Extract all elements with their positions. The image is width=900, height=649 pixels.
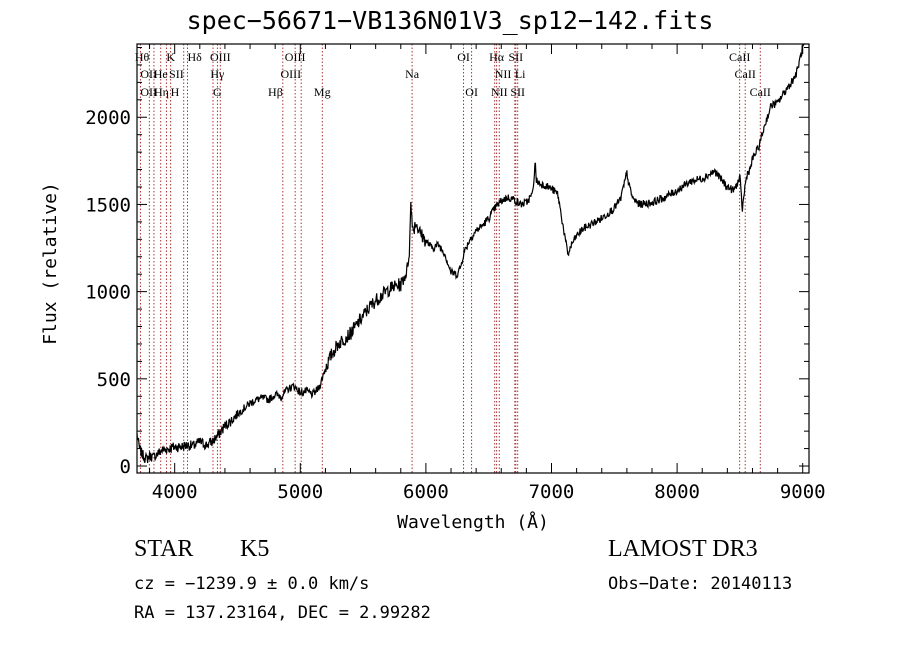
- line-label: CaII: [735, 67, 756, 81]
- y-tick-label: 2000: [85, 107, 131, 129]
- line-label: CaII: [750, 85, 771, 99]
- survey-name: LAMOST DR3: [608, 536, 758, 562]
- line-label: Hα: [489, 50, 505, 64]
- line-label: Hη: [154, 85, 169, 99]
- y-tick-label: 500: [97, 369, 131, 391]
- line-label: He: [154, 67, 168, 81]
- x-axis-label: Wavelength (Å): [397, 511, 549, 533]
- x-tick-label: 4000: [152, 481, 198, 503]
- line-label: Li: [515, 67, 526, 81]
- line-label: OII: [140, 85, 157, 99]
- line-label: NII: [495, 67, 512, 81]
- object-subclass: K5: [240, 536, 270, 562]
- y-tick-label: 1000: [85, 282, 131, 304]
- line-label: Na: [405, 67, 420, 81]
- chart-title: spec−56671−VB136N01V3_sp12−142.fits: [186, 6, 714, 35]
- line-label: OI: [457, 50, 470, 64]
- line-label: OI: [465, 85, 478, 99]
- redshift-cz: cz = −1239.9 ± 0.0 km/s: [134, 574, 370, 594]
- plot-frame: [136, 43, 810, 474]
- line-label: G: [213, 85, 222, 99]
- line-label: CaII: [729, 50, 750, 64]
- x-tick-label: 8000: [654, 481, 700, 503]
- line-label: Hδ: [187, 50, 202, 64]
- y-tick-label: 1500: [85, 194, 131, 216]
- x-tick-label: 6000: [403, 481, 449, 503]
- line-label: Hγ: [210, 67, 225, 81]
- ra-dec: RA = 137.23164, DEC = 2.99282: [134, 603, 431, 623]
- line-label: NII: [491, 85, 508, 99]
- x-tick-label: 7000: [529, 481, 575, 503]
- flux-series-line: [136, 43, 806, 463]
- line-label: Hθ: [135, 50, 150, 64]
- line-label: OIII: [285, 50, 306, 64]
- line-label: SII: [510, 85, 525, 99]
- x-tick-label: 5000: [277, 481, 323, 503]
- line-label: H: [171, 85, 180, 99]
- y-axis-label: Flux (relative): [40, 182, 61, 345]
- line-label: Mg: [314, 85, 331, 99]
- line-label: K: [166, 50, 175, 64]
- line-label: OII: [140, 67, 157, 81]
- line-label: Hβ: [268, 85, 283, 99]
- x-tick-label: 9000: [780, 481, 826, 503]
- line-label: SII: [508, 50, 523, 64]
- emission-lines: [139, 44, 761, 473]
- object-class: STAR: [134, 536, 194, 562]
- line-label: OIII: [281, 67, 302, 81]
- y-tick-label: 0: [120, 456, 131, 478]
- axis-ticks: 4000 5000 6000 7000 8000 9000 0 500 1000 1500 2000: [85, 44, 826, 503]
- line-label: SII: [169, 67, 184, 81]
- observation-date: Obs−Date: 20140113: [608, 574, 793, 594]
- line-label: OIII: [210, 50, 231, 64]
